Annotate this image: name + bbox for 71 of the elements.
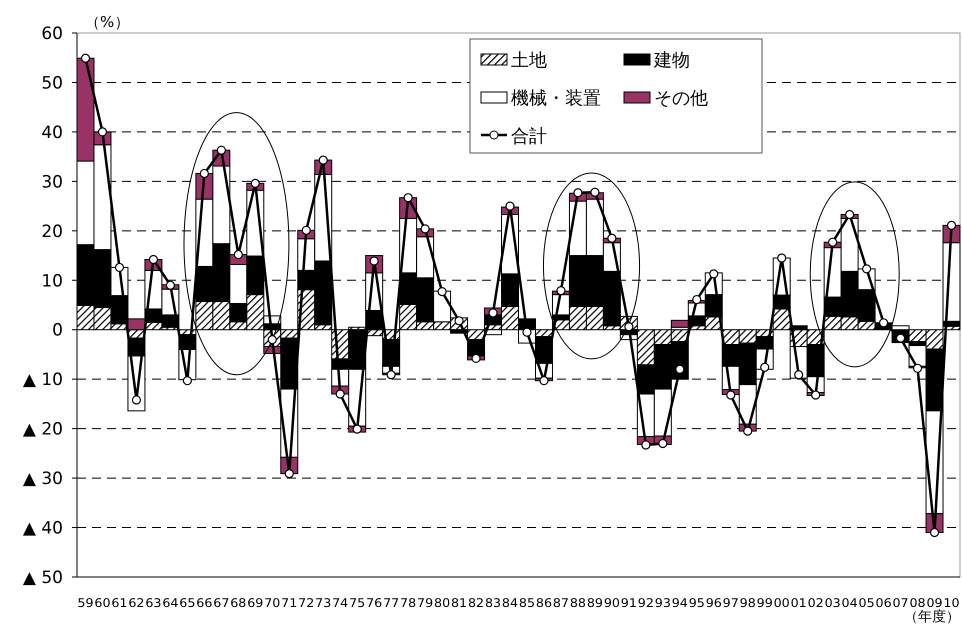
y-tick-label: 20 [41, 222, 63, 242]
x-tick-label: 98 [740, 596, 756, 610]
y-tick-label: 40 [41, 122, 63, 143]
x-tick-label: 79 [417, 596, 434, 610]
legend-label: 機械・装置 [511, 88, 601, 109]
x-tick-label: 89 [586, 596, 603, 610]
x-tick-label: 05 [858, 596, 875, 610]
x-tick-label: 87 [552, 596, 570, 610]
x-tick-label: 01 [790, 596, 807, 610]
x-tick-label: 67 [213, 596, 230, 610]
x-tick-label: 62 [128, 596, 144, 610]
x-axis-title: （年度） [904, 609, 960, 625]
x-tick-label: 84 [502, 596, 518, 610]
y-tick-label: ▲ 10 [22, 370, 63, 390]
legend-label: その他 [654, 88, 708, 109]
legend-label: 土地 [511, 50, 547, 71]
x-tick-label: 93 [654, 596, 671, 610]
y-tick-label: 10 [41, 271, 63, 292]
y-tick-label: 30 [41, 172, 63, 192]
x-tick-label: 72 [298, 596, 314, 610]
legend-label: 建物 [653, 50, 690, 71]
x-tick-label: 68 [230, 596, 246, 610]
x-tick-label: 59 [77, 596, 94, 610]
x-tick-label: 80 [434, 596, 450, 610]
y-tick-label: 50 [41, 73, 63, 94]
y-tick-label: 0 [52, 320, 63, 341]
x-tick-label: 70 [264, 596, 280, 610]
legend-label: 合計 [511, 126, 547, 147]
x-tick-label: 03 [824, 596, 841, 610]
x-tick-label: 77 [383, 596, 400, 610]
x-tick-label: 83 [484, 596, 502, 610]
x-tick-label: 00 [774, 596, 790, 610]
x-tick-label: 08 [909, 596, 926, 610]
x-tick-label: 90 [604, 596, 620, 610]
x-tick-label: 94 [672, 596, 688, 610]
x-tick-label: 60 [94, 596, 111, 610]
x-tick-label: 10 [943, 596, 960, 610]
x-tick-label: 86 [536, 596, 552, 610]
y-tick-label: 60 [41, 24, 63, 44]
x-tick-label: 71 [281, 596, 298, 610]
x-tick-label: 76 [366, 596, 382, 610]
x-tick-label: 96 [706, 596, 722, 610]
y-tick-label: ▲ 20 [22, 420, 63, 440]
x-tick-label: 69 [247, 596, 264, 610]
x-tick-label: 92 [638, 596, 654, 610]
x-tick-label: 66 [196, 596, 212, 610]
x-tick-label: 02 [808, 596, 824, 610]
x-tick-label: 74 [332, 596, 348, 610]
y-axis-title: （%） [85, 13, 130, 31]
x-tick-label: 82 [468, 596, 484, 610]
x-tick-label: 65 [179, 596, 196, 610]
x-tick-label: 97 [722, 596, 739, 610]
x-tick-label: 09 [926, 596, 943, 610]
y-tick-label: ▲ 40 [22, 518, 63, 539]
x-tick-label: 63 [145, 596, 162, 610]
y-tick-label: ▲ 50 [22, 568, 63, 588]
x-tick-label: 06 [876, 596, 892, 610]
x-tick-label: 99 [756, 596, 773, 610]
x-tick-label: 73 [315, 596, 332, 610]
x-tick-label: 07 [892, 596, 909, 610]
x-tick-label: 88 [570, 596, 586, 610]
x-tick-label: 91 [620, 596, 637, 610]
y-tick-label: ▲ 30 [22, 469, 63, 490]
x-tick-label: 78 [400, 596, 416, 610]
x-tick-label: 64 [162, 596, 178, 610]
x-tick-label: 04 [842, 596, 858, 610]
x-tick-label: 95 [688, 596, 705, 610]
x-tick-label: 85 [518, 596, 536, 610]
x-tick-label: 75 [349, 596, 366, 610]
x-tick-label: 61 [111, 596, 128, 610]
x-tick-label: 81 [451, 596, 468, 610]
